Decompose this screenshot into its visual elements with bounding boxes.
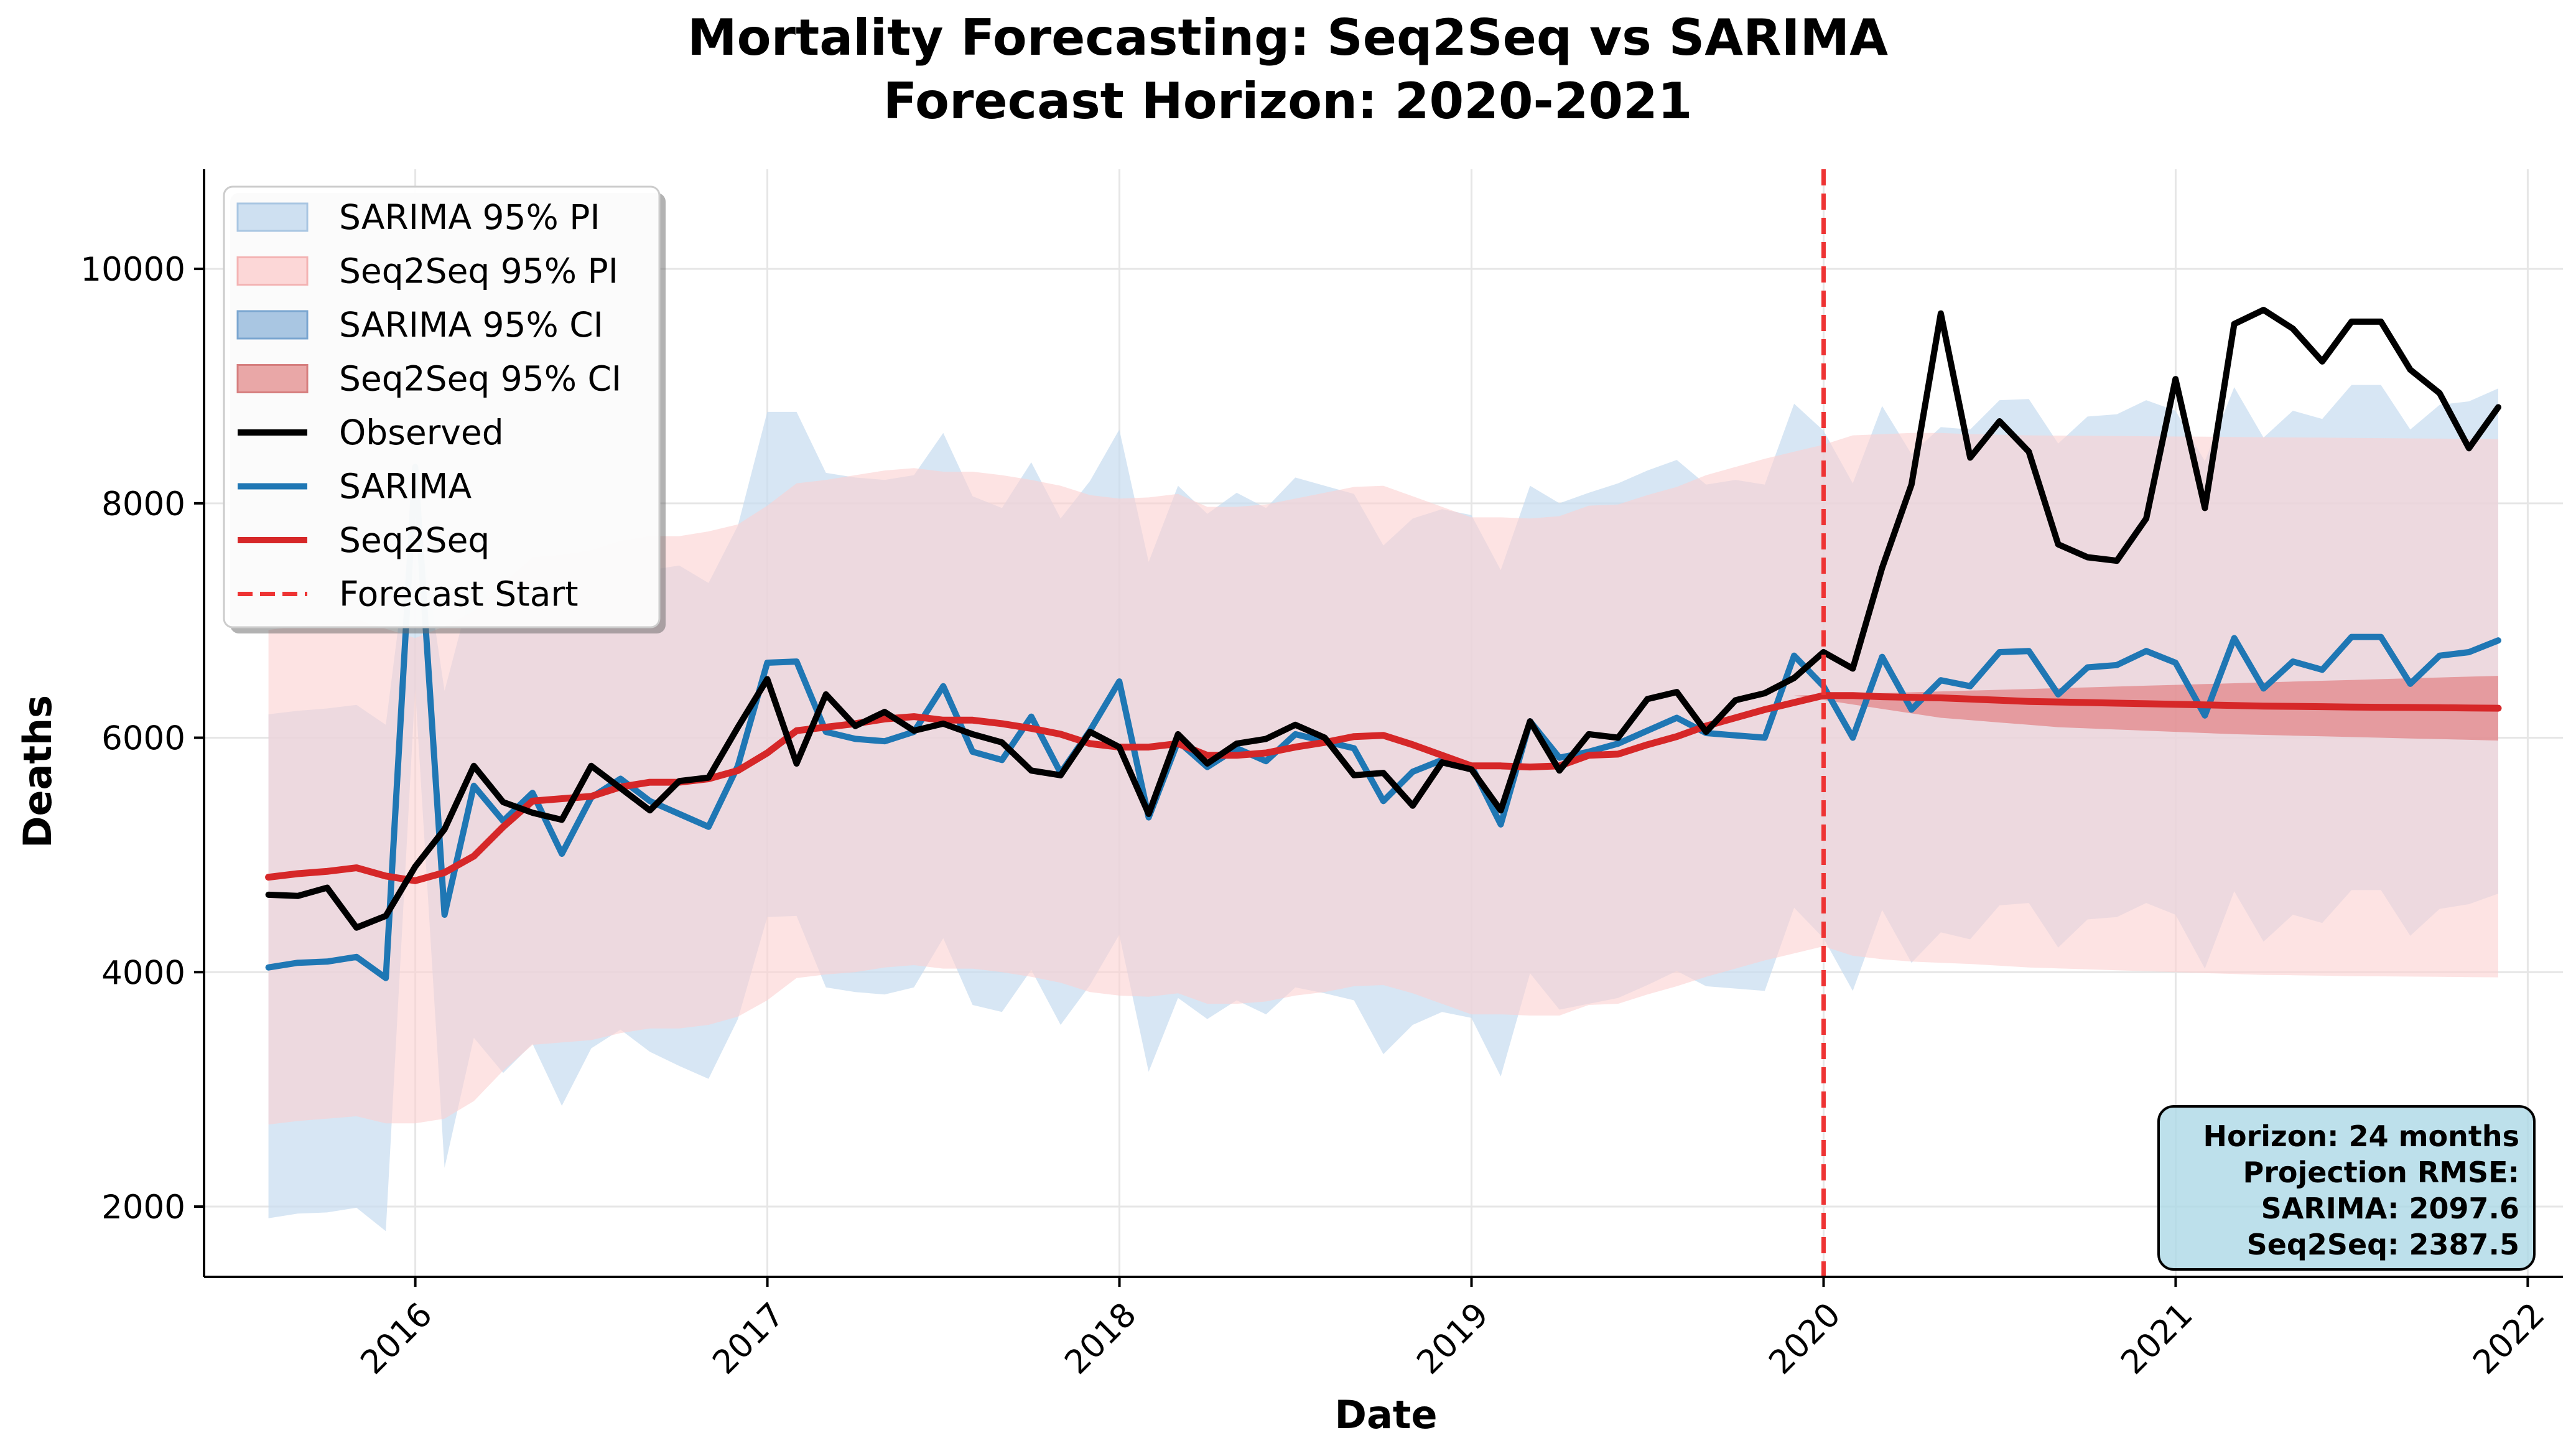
legend-label: Seq2Seq [339, 520, 490, 560]
legend-label: Forecast Start [339, 574, 579, 614]
chart-subtitle: Forecast Horizon: 2020-2021 [883, 72, 1693, 130]
sarima-line [265, 464, 2501, 981]
seq2seq-pi-band [268, 432, 2498, 1125]
annotation-frame [2157, 1105, 2536, 1271]
seq2seq-line [265, 692, 2502, 884]
x-tick-label: 2021 [2114, 1296, 2200, 1382]
y-tick-label: 2000 [101, 1189, 185, 1226]
legend-label: SARIMA 95% PI [339, 197, 600, 237]
y-tick-label: 10000 [80, 251, 185, 289]
y-axis-label: Deaths [15, 695, 60, 848]
x-tick-label: 2018 [1058, 1296, 1144, 1382]
legend-swatch-sarima-ci [236, 310, 309, 340]
x-tick-label: 2019 [1410, 1296, 1496, 1382]
legend-swatch-seq2seq-pi [236, 256, 309, 286]
axes-layer [203, 169, 2563, 1278]
legend-label: SARIMA 95% CI [339, 305, 603, 345]
seq2seq-ci-band [1794, 676, 2498, 741]
legend-label: Seq2Seq 95% CI [339, 359, 621, 399]
legend-label: Seq2Seq 95% PI [339, 251, 618, 291]
chart-title: Mortality Forecasting: Seq2Seq vs SARIMA [687, 9, 1888, 67]
annotation-line: Projection RMSE: [2243, 1156, 2519, 1189]
x-tick-label: 2020 [1762, 1296, 1848, 1382]
x-tick-label: 2022 [2466, 1296, 2552, 1382]
y-tick-label: 6000 [101, 720, 185, 758]
legend-swatch-sarima-pi [236, 202, 309, 232]
legend-swatch-seq2seq-ci [236, 364, 309, 393]
x-tick-label: 2016 [353, 1296, 440, 1382]
y-tick-label: 8000 [101, 485, 185, 523]
observed-line [265, 307, 2501, 931]
legend: SARIMA 95% PI Seq2Seq 95% PI SARIMA 95% CI… [223, 185, 666, 633]
x-axis-label: Date [1335, 1392, 1438, 1437]
annotation-line: SARIMA: 2097.6 [2261, 1192, 2519, 1225]
legend-label: SARIMA [339, 467, 472, 507]
x-tick-label: 2017 [705, 1296, 792, 1382]
lines-layer [265, 169, 2502, 1277]
bands-layer [268, 385, 2498, 1231]
annotation-line: Seq2Seq: 2387.5 [2247, 1228, 2519, 1261]
annotation-line: Horizon: 24 months [2203, 1119, 2519, 1153]
legend-label: Observed [339, 413, 504, 452]
y-tick-label: 4000 [101, 954, 185, 992]
legend-frame [223, 185, 661, 628]
